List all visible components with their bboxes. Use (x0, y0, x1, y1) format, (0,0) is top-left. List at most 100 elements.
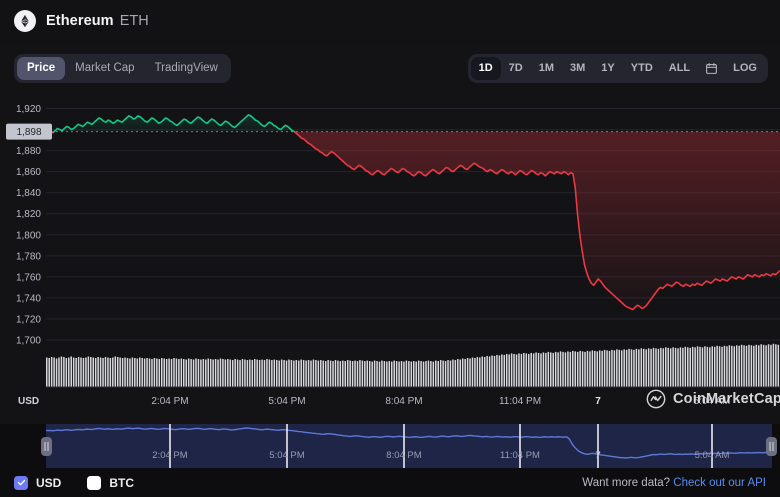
volume-bar (136, 358, 139, 387)
volume-bar (735, 345, 738, 387)
volume-bar (701, 347, 704, 387)
volume-bar (613, 350, 616, 387)
volume-bar (373, 360, 376, 387)
coin-name: Ethereum (46, 13, 114, 29)
volume-bar (141, 358, 143, 387)
volume-bar (361, 360, 364, 387)
volume-bar (183, 359, 185, 387)
chart-tab-group: Price Market Cap TradingView (14, 54, 231, 83)
volume-bar (258, 360, 261, 387)
volume-bar (275, 360, 278, 387)
volume-bar (540, 353, 542, 387)
volume-bar (65, 358, 68, 387)
volume-bar (527, 353, 530, 387)
range-7d[interactable]: 7D (508, 62, 523, 74)
volume-bar (584, 351, 586, 387)
volume-bar (718, 346, 721, 387)
volume-bar (523, 352, 525, 387)
volume-bar (298, 360, 300, 387)
volume-bar (755, 344, 758, 387)
volume-bar (420, 361, 422, 387)
range-all[interactable]: ALL (668, 62, 691, 74)
volume-bar (520, 353, 523, 387)
ethereum-logo-icon (14, 10, 36, 32)
volume-bar (63, 356, 65, 387)
api-link[interactable]: Check out our API (673, 476, 766, 489)
widget-footer: USD BTC Want more data? Check out our AP… (0, 468, 780, 497)
volume-bar (662, 348, 665, 387)
log-scale-button[interactable]: LOG (733, 62, 757, 74)
volume-bar (178, 359, 180, 387)
volume-bar (109, 358, 112, 387)
volume-bar (498, 355, 501, 387)
volume-bar (195, 358, 197, 387)
x-axis-tick-label: 2:04 PM (151, 396, 188, 407)
tab-market-cap[interactable]: Market Cap (75, 62, 135, 74)
volume-bar (170, 359, 173, 387)
volume-bar (559, 351, 562, 387)
volume-bar (126, 358, 129, 387)
volume-bar (625, 349, 628, 387)
range-1d[interactable]: 1D (470, 57, 501, 80)
volume-bar (388, 361, 391, 387)
tab-price[interactable]: Price (17, 57, 66, 80)
volume-bar (569, 351, 572, 387)
volume-bar (488, 356, 491, 387)
volume-bar (762, 344, 765, 387)
range-ytd[interactable]: YTD (630, 62, 653, 74)
navigator-handle-right[interactable] (766, 437, 777, 456)
volume-bar (82, 358, 85, 387)
volume-bar (713, 346, 716, 387)
volume-bar (381, 360, 383, 387)
calendar-icon[interactable] (698, 57, 725, 80)
range-1y[interactable]: 1Y (601, 62, 615, 74)
volume-bar (464, 359, 466, 387)
volume-bar (173, 358, 175, 387)
navigator-x-label: 5:04 PM (269, 450, 304, 461)
volume-bar (371, 361, 373, 387)
volume-bar (317, 360, 320, 387)
currency-toggle-btc[interactable]: BTC (87, 475, 134, 490)
volume-bar (518, 353, 520, 387)
volume-bar (77, 356, 80, 387)
checkbox-btc-icon[interactable] (87, 475, 102, 490)
navigator-handle-left[interactable] (41, 437, 52, 456)
tab-tradingview[interactable]: TradingView (154, 62, 218, 74)
widget-header: Ethereum ETH (0, 0, 780, 42)
volume-bar (261, 359, 263, 387)
range-3m[interactable]: 3M (570, 62, 586, 74)
volume-bar (437, 361, 439, 387)
volume-bar (99, 357, 102, 387)
y-axis-tick-label: 1,840 (16, 188, 41, 199)
volume-bar (234, 359, 236, 387)
volume-bar (131, 357, 134, 387)
volume-bar (748, 344, 750, 387)
volume-bar (505, 353, 508, 387)
checkbox-usd-icon[interactable] (14, 475, 28, 490)
volume-bar (442, 360, 444, 387)
currency-toggle-usd[interactable]: USD (14, 475, 61, 490)
y-axis-tick-label: 1,700 (16, 336, 41, 347)
volume-bar (339, 361, 342, 387)
volume-bar (640, 348, 643, 387)
volume-bar (302, 360, 305, 387)
volume-bar (263, 360, 266, 387)
y-axis-tick-label: 1,920 (16, 104, 41, 115)
volume-bar (80, 357, 82, 387)
navigator-selection-region[interactable] (46, 424, 772, 468)
volume-bar (620, 350, 623, 387)
price-chart-area[interactable]: 1,920 1,880 1,860 1,840 1,820 1,800 1,780 1,760… (0, 90, 780, 420)
volume-bar (53, 357, 55, 387)
volume-bar (346, 360, 349, 387)
volume-bar (496, 354, 498, 387)
volume-bar (672, 347, 674, 387)
volume-bar (212, 359, 214, 387)
price-line-segment (52, 114, 298, 135)
volume-bar (119, 357, 121, 387)
volume-bar (687, 347, 689, 387)
range-1m[interactable]: 1M (538, 62, 555, 74)
volume-bar (745, 345, 748, 387)
volume-bar (525, 353, 528, 387)
volume-bar (153, 358, 156, 387)
